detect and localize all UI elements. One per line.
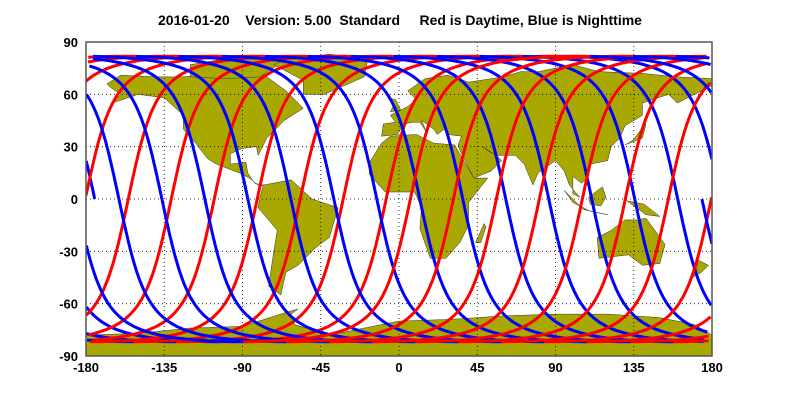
nighttime-track [264, 54, 422, 200]
daytime-track [286, 54, 633, 344]
daytime-track [501, 81, 712, 344]
daytime-track [88, 54, 351, 337]
land-madagascar [475, 222, 487, 243]
nighttime-track [221, 54, 379, 200]
nighttime-track [86, 245, 244, 344]
daytime-track [629, 334, 709, 344]
x-tick-label: -135 [151, 360, 177, 375]
daytime-track [458, 61, 709, 344]
x-tick-label: 180 [701, 360, 723, 375]
nighttime-track [675, 54, 710, 60]
nighttime-track [700, 198, 712, 245]
nighttime-track [461, 198, 631, 344]
nighttime-track [350, 54, 508, 200]
daytime-track [218, 54, 566, 344]
nighttime-track [246, 198, 416, 344]
nighttime-track [479, 54, 637, 200]
nighttime-track [307, 54, 465, 200]
nighttime-track [88, 64, 164, 200]
daytime-track [672, 339, 709, 344]
nighttime-track [203, 198, 373, 344]
chart-title: 2016-01-20 Version: 5.00 Standard Red is… [158, 12, 642, 28]
nighttime-track [504, 198, 674, 344]
daytime-track [329, 54, 676, 344]
y-tick-label: 0 [71, 192, 78, 207]
x-tick-label: 0 [395, 360, 402, 375]
daytime-track [415, 56, 704, 344]
y-tick-label: -30 [59, 244, 78, 259]
nighttime-track [117, 198, 287, 344]
nighttime-track [418, 198, 588, 344]
daytime-track [586, 315, 712, 344]
daytime-track [92, 54, 394, 342]
land-north-america [106, 71, 304, 188]
x-tick-label: -180 [73, 360, 99, 375]
x-tick-label: 45 [470, 360, 484, 375]
y-tick-label: -90 [59, 349, 78, 364]
nighttime-track [86, 93, 121, 200]
daytime-track [175, 54, 523, 344]
x-tick-label: -90 [233, 360, 252, 375]
daytime-track [243, 54, 590, 344]
x-tick-label: 90 [548, 360, 562, 375]
nighttime-track [332, 198, 502, 344]
y-tick-label: 90 [64, 35, 78, 50]
nighttime-track [522, 54, 680, 200]
y-tick-label: 30 [64, 140, 78, 155]
y-tick-label: -60 [59, 297, 78, 312]
nighttime-track [393, 54, 551, 200]
nighttime-track [632, 54, 711, 66]
daytime-track [89, 54, 437, 344]
daytime-track [132, 54, 480, 344]
x-tick-label: -45 [311, 360, 330, 375]
plot-area [86, 42, 712, 356]
nighttime-track [547, 198, 704, 344]
nighttime-track [135, 54, 293, 200]
nighttime-track [92, 57, 207, 200]
land-indonesia [563, 190, 608, 215]
y-tick-label: 60 [64, 87, 78, 102]
nighttime-track [589, 54, 712, 94]
nighttime-track [92, 54, 250, 200]
plot-frame [85, 41, 713, 357]
daytime-track [372, 54, 707, 344]
nighttime-track [375, 198, 545, 344]
nighttime-track [160, 198, 330, 344]
nighttime-track [676, 198, 712, 307]
nighttime-track [436, 54, 594, 200]
x-tick-label: 135 [623, 360, 645, 375]
nighttime-track [590, 198, 704, 341]
nighttime-track [289, 198, 459, 344]
daytime-track [86, 54, 308, 317]
nighttime-track [178, 54, 336, 200]
